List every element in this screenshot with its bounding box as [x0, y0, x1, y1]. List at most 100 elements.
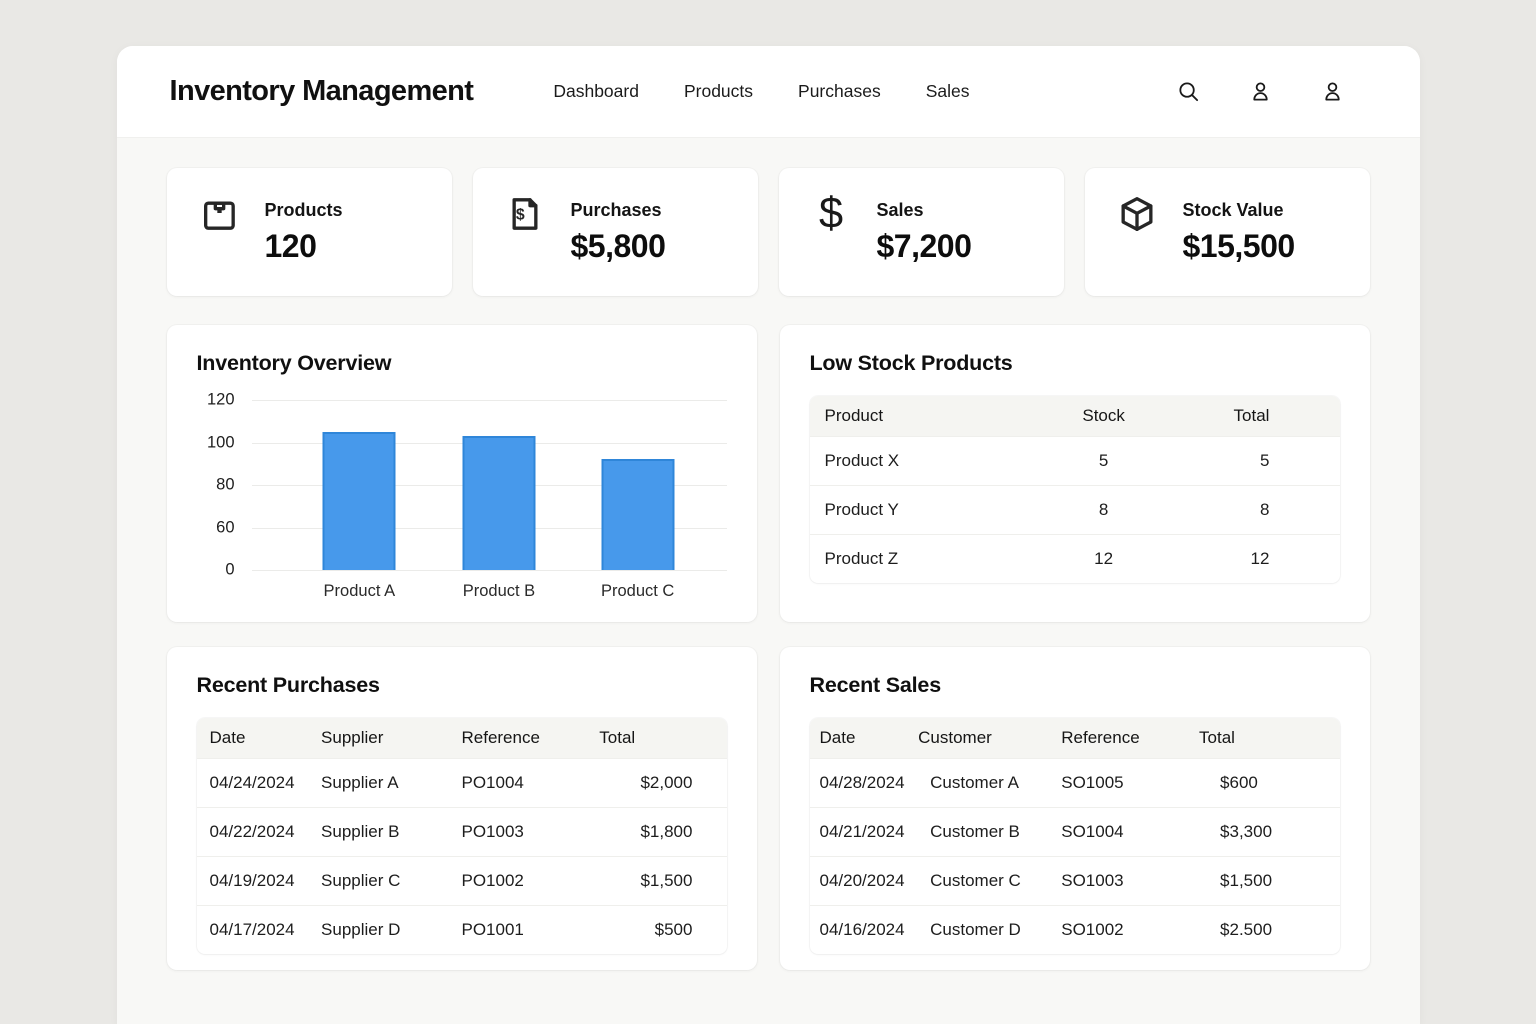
- stats-row: Products 120 $ Purchases $5,800 $ Sales: [167, 168, 1370, 296]
- y-tick-label: 60: [216, 518, 234, 537]
- table-header-cell: Date: [197, 718, 322, 758]
- stat-card-sales: $ Sales $7,200: [779, 168, 1064, 296]
- stat-card-products: Products 120: [167, 168, 452, 296]
- recent-sales-card: Recent Sales DateCustomerReferenceTotal0…: [780, 647, 1370, 970]
- table-cell: 04/17/2024: [197, 906, 322, 954]
- table-row: 04/16/2024Customer DSO1002$2.500: [810, 905, 1340, 954]
- section-title: Recent Purchases: [197, 673, 727, 698]
- user-icon[interactable]: [1321, 80, 1344, 103]
- top-navbar: Inventory Management Dashboard Products …: [117, 46, 1420, 138]
- user-icon[interactable]: [1249, 80, 1272, 103]
- table-cell: 04/24/2024: [197, 759, 322, 807]
- table-header-cell: Supplier: [321, 718, 461, 758]
- stat-value: 120: [265, 228, 343, 265]
- table-cell: 04/28/2024: [810, 759, 919, 807]
- chart-y-axis: 12010080600: [197, 400, 252, 570]
- stat-label: Products: [265, 194, 343, 221]
- y-tick-label: 80: [216, 476, 234, 495]
- table-cell: 04/22/2024: [197, 808, 322, 856]
- table-cell: SO1004: [1061, 808, 1199, 856]
- y-tick-label: 100: [207, 433, 235, 452]
- table-cell: SO1005: [1061, 759, 1199, 807]
- table-cell: 04/16/2024: [810, 906, 919, 954]
- y-tick-label: 0: [225, 561, 234, 580]
- chart-x-axis: Product A Product B Product C: [252, 582, 727, 602]
- recent-purchases-table: DateSupplierReferenceTotal04/24/2024Supp…: [197, 718, 727, 954]
- table-header-cell: Product: [810, 396, 1043, 436]
- nav-item-dashboard[interactable]: Dashboard: [553, 81, 639, 102]
- table-row: 04/20/2024Customer CSO1003$1,500: [810, 856, 1340, 905]
- table-header-row: DateSupplierReferenceTotal: [197, 718, 727, 758]
- invoice-icon: $: [505, 194, 545, 234]
- stat-label: Stock Value: [1183, 194, 1295, 221]
- table-cell: $1,800: [599, 808, 726, 856]
- table-row: 04/17/2024Supplier DPO1001$500: [197, 905, 727, 954]
- table-cell: SO1003: [1061, 857, 1199, 905]
- main-nav: Dashboard Products Purchases Sales: [553, 81, 969, 102]
- table-header-cell: Total: [1165, 396, 1340, 436]
- table-cell: Customer D: [918, 906, 1061, 954]
- table-header-cell: Total: [599, 718, 726, 758]
- chart-plot-area: [252, 400, 727, 570]
- table-cell: Supplier A: [321, 759, 461, 807]
- table-header-cell: Date: [810, 718, 919, 758]
- table-cell: $1,500: [1199, 857, 1339, 905]
- table-header-row: DateCustomerReferenceTotal: [810, 718, 1340, 758]
- table-row: 04/21/2024Customer BSO1004$3,300: [810, 807, 1340, 856]
- table-header-cell: Total: [1199, 718, 1339, 758]
- inventory-bar-chart: 12010080600 Product AProduct BProduct C: [197, 400, 727, 602]
- table-cell: Supplier C: [321, 857, 461, 905]
- table-row: Product Y88: [810, 485, 1340, 534]
- table-cell: Customer C: [918, 857, 1061, 905]
- stat-value: $15,500: [1183, 228, 1295, 265]
- table-cell: Product Z: [810, 535, 1043, 583]
- stat-card-stock-value: Stock Value $15,500: [1085, 168, 1370, 296]
- table-cell: Customer B: [918, 808, 1061, 856]
- cube-icon: [1117, 194, 1157, 234]
- section-title: Low Stock Products: [810, 351, 1340, 376]
- nav-item-sales[interactable]: Sales: [926, 81, 970, 102]
- bar-product-b: [462, 436, 535, 570]
- table-cell: Product Y: [810, 486, 1043, 534]
- nav-item-products[interactable]: Products: [684, 81, 753, 102]
- x-tick-label: Product A: [324, 582, 396, 601]
- x-tick-label: Product C: [601, 582, 674, 601]
- table-row: 04/28/2024Customer ASO1005$600: [810, 758, 1340, 807]
- table-cell: $2,000: [599, 759, 726, 807]
- low-stock-table: ProductStockTotalProduct X55Product Y88P…: [810, 396, 1340, 583]
- dashboard-content: Products 120 $ Purchases $5,800 $ Sales: [117, 138, 1420, 1024]
- svg-text:$: $: [515, 207, 524, 224]
- table-header-cell: Reference: [461, 718, 599, 758]
- table-cell: Product X: [810, 437, 1043, 485]
- stat-value: $7,200: [877, 228, 972, 265]
- table-cell: $2.500: [1199, 906, 1339, 954]
- stat-label: Sales: [877, 194, 972, 221]
- search-icon[interactable]: [1177, 80, 1200, 103]
- table-cell: 04/21/2024: [810, 808, 919, 856]
- gridline: [252, 400, 727, 401]
- x-tick-label: Product B: [463, 582, 535, 601]
- table-header-row: ProductStockTotal: [810, 396, 1340, 436]
- stat-card-purchases: $ Purchases $5,800: [473, 168, 758, 296]
- inventory-overview-card: Inventory Overview 120 100 80 60 0 Product A…: [167, 325, 757, 622]
- y-tick-label: 120: [207, 391, 235, 410]
- table-header-cell: Reference: [1061, 718, 1199, 758]
- nav-item-purchases[interactable]: Purchases: [798, 81, 881, 102]
- section-title: Recent Sales: [810, 673, 1340, 698]
- table-cell: SO1002: [1061, 906, 1199, 954]
- table-cell: $600: [1199, 759, 1339, 807]
- gridline: [252, 570, 727, 571]
- table-cell: $1,500: [599, 857, 726, 905]
- table-cell: PO1003: [461, 808, 599, 856]
- table-cell: 8: [1165, 486, 1340, 534]
- table-header-cell: Stock: [1043, 396, 1165, 436]
- table-row: 04/24/2024Supplier APO1004$2,000: [197, 758, 727, 807]
- bar-product-a: [323, 432, 396, 570]
- table-row: 04/22/2024Supplier BPO1003$1,800: [197, 807, 727, 856]
- table-cell: 5: [1165, 437, 1340, 485]
- table-cell: 5: [1043, 437, 1165, 485]
- section-title: Inventory Overview: [197, 351, 727, 376]
- table-cell: Supplier D: [321, 906, 461, 954]
- svg-text:$: $: [818, 194, 842, 234]
- table-header-cell: Customer: [918, 718, 1061, 758]
